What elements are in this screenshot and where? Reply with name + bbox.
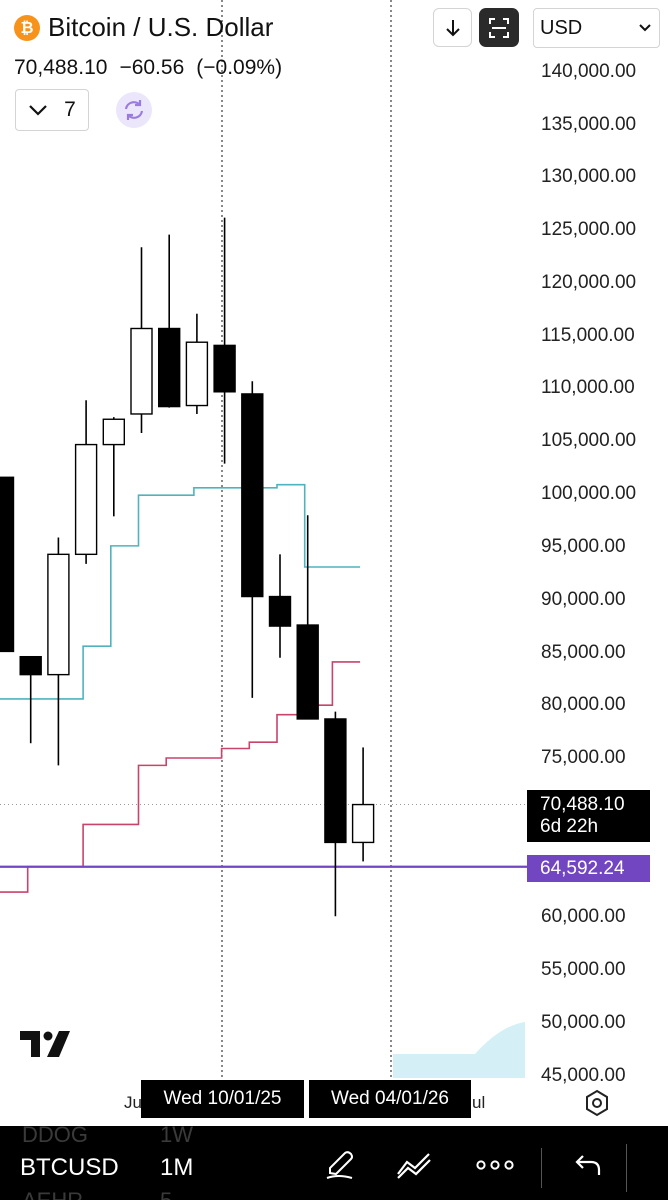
price-axis-label: 55,000.00 bbox=[541, 959, 626, 980]
indicator-count: 7 bbox=[64, 98, 76, 121]
candle-down bbox=[324, 718, 347, 844]
price-axis-label: 80,000.00 bbox=[541, 694, 626, 715]
bottom-toolbar: DDOG 1W AEHR 5 BTCUSD 1M bbox=[0, 1126, 668, 1200]
refresh-icon[interactable] bbox=[116, 92, 152, 128]
download-button[interactable] bbox=[433, 8, 472, 47]
price-axis-label: 60,000.00 bbox=[541, 906, 626, 927]
price-axis-label: 135,000.00 bbox=[541, 114, 637, 135]
price-axis-label: 45,000.00 bbox=[541, 1065, 626, 1086]
arrow-down-icon bbox=[445, 19, 460, 36]
candles bbox=[0, 217, 375, 917]
candle-down bbox=[241, 393, 264, 598]
more-dots-icon bbox=[476, 1160, 514, 1170]
crosshair-time-tag: Wed 04/01/26 bbox=[309, 1080, 471, 1118]
candle-down bbox=[213, 344, 236, 393]
price-axis-label: 95,000.00 bbox=[541, 536, 626, 557]
chevron-down-icon bbox=[639, 24, 651, 32]
chevron-down-icon bbox=[29, 105, 47, 116]
undo-icon bbox=[575, 1155, 601, 1175]
candle-down bbox=[157, 327, 181, 408]
price-summary: 70,488.10 −60.56 (−0.09%) bbox=[14, 56, 282, 80]
interval-picker[interactable]: 1M bbox=[160, 1154, 194, 1181]
settings-icon[interactable] bbox=[583, 1089, 611, 1117]
pencil-icon bbox=[326, 1151, 353, 1179]
price-axis-label: 75,000.00 bbox=[541, 747, 626, 768]
symbol-title: Bitcoin / U.S. Dollar bbox=[48, 12, 274, 42]
bitcoin-logo-icon: ₿ bbox=[14, 14, 40, 41]
symbol-header[interactable]: ₿ Bitcoin / U.S. Dollar bbox=[14, 12, 273, 43]
upper-band-line bbox=[0, 483, 361, 700]
price-change: −60.56 bbox=[119, 56, 185, 79]
price-axis-label: 105,000.00 bbox=[541, 430, 637, 451]
candle-down bbox=[296, 624, 319, 720]
more-button[interactable] bbox=[474, 1146, 516, 1184]
undo-button[interactable] bbox=[572, 1148, 604, 1182]
sync-arrows-icon bbox=[124, 100, 144, 120]
candle-up bbox=[185, 341, 209, 407]
time-axis-label: ul bbox=[472, 1093, 486, 1112]
price-axis-label: 120,000.00 bbox=[541, 272, 637, 293]
candle-up bbox=[47, 553, 70, 676]
candle-up bbox=[74, 443, 98, 556]
time-axis-label: Ju bbox=[124, 1093, 142, 1112]
candle-down bbox=[268, 595, 292, 627]
trend-tools-button[interactable] bbox=[394, 1146, 434, 1184]
candle-up bbox=[102, 418, 126, 446]
fullscreen-button[interactable] bbox=[479, 8, 519, 47]
price-axis-label: 90,000.00 bbox=[541, 589, 626, 610]
ghost-symbol-text: AEHR bbox=[22, 1188, 83, 1200]
price-axis-label: 130,000.00 bbox=[541, 166, 637, 187]
symbol-picker[interactable]: BTCUSD bbox=[20, 1154, 119, 1181]
fullscreen-icon bbox=[489, 17, 509, 38]
tradingview-logo-icon bbox=[20, 1031, 70, 1057]
volume-area bbox=[393, 1022, 525, 1078]
price-level-tag[interactable]: 64,592.24 bbox=[527, 855, 650, 882]
currency-value: USD bbox=[540, 16, 583, 39]
redo-button-edge[interactable] bbox=[626, 1144, 627, 1192]
candle-up bbox=[351, 803, 375, 844]
toolbar-divider bbox=[541, 1148, 542, 1188]
indicators-toggle-button[interactable]: 7 bbox=[15, 89, 89, 131]
price-axis-label: 110,000.00 bbox=[541, 377, 635, 398]
price-axis-label: 115,000.00 bbox=[541, 325, 635, 346]
price-axis-label: 125,000.00 bbox=[541, 219, 637, 240]
currency-select[interactable]: USD bbox=[533, 8, 660, 48]
candle-down bbox=[19, 655, 42, 676]
trend-lines-icon bbox=[397, 1153, 431, 1179]
ghost-symbol-text: DDOG bbox=[22, 1126, 88, 1147]
price-change-percent: (−0.09%) bbox=[196, 56, 283, 79]
price-axis-label: 50,000.00 bbox=[541, 1012, 626, 1033]
bar-countdown: 6d 22h bbox=[540, 816, 599, 837]
ghost-interval-text: 1W bbox=[160, 1126, 193, 1147]
last-price: 70,488.10 bbox=[14, 56, 108, 79]
last-price-tag: 70,488.10 6d 22h bbox=[527, 790, 650, 842]
drawing-tool-button[interactable] bbox=[322, 1146, 358, 1184]
crosshair-time-tag: Wed 10/01/25 bbox=[141, 1080, 304, 1118]
ghost-interval-text: 5 bbox=[160, 1188, 172, 1200]
price-axis-label: 140,000.00 bbox=[541, 61, 637, 82]
candle-down bbox=[0, 476, 15, 653]
price-axis-label: 100,000.00 bbox=[541, 483, 637, 504]
price-axis-label: 85,000.00 bbox=[541, 642, 626, 663]
last-price-value: 70,488.10 bbox=[540, 794, 625, 815]
candle-up bbox=[130, 327, 153, 415]
